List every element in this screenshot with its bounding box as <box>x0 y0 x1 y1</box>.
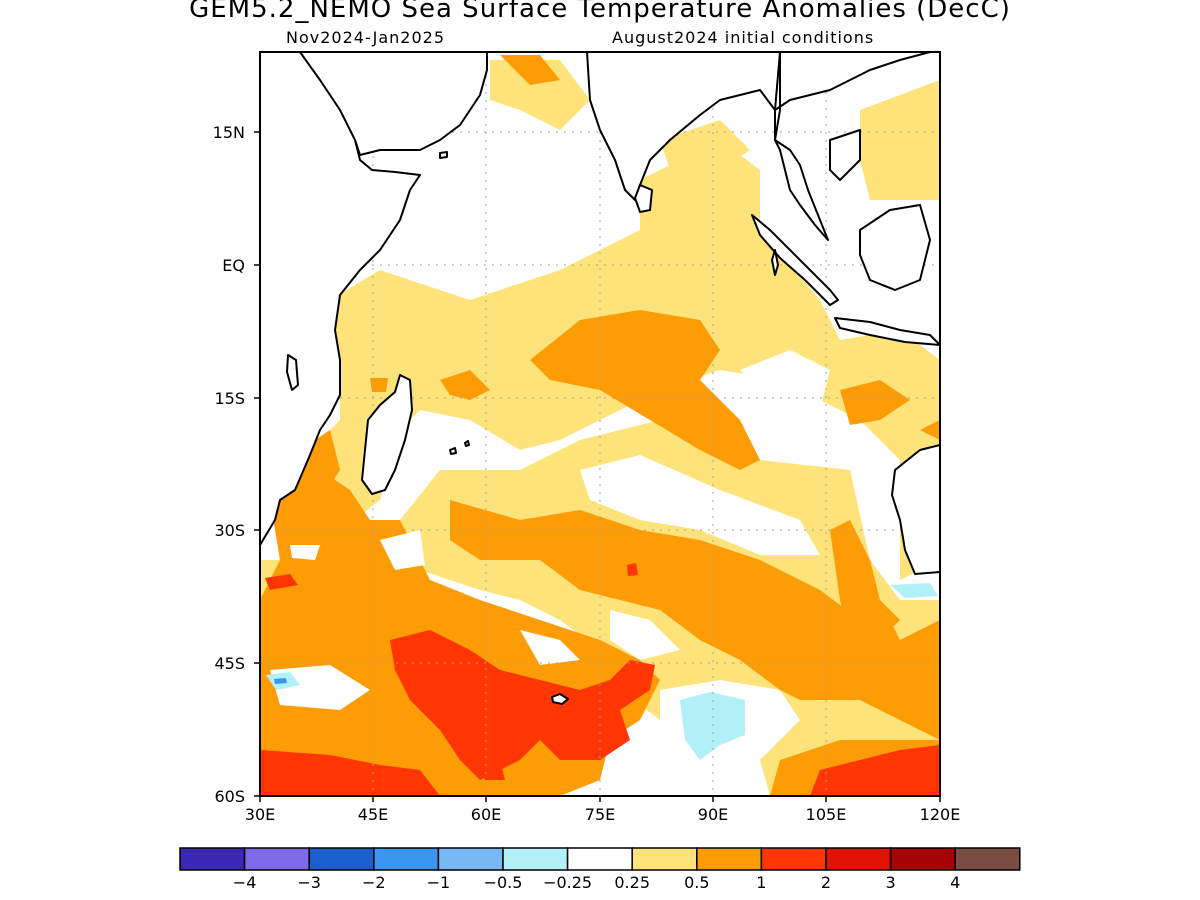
africa-arabia-land <box>260 52 488 546</box>
legend-label: 0.25 <box>614 873 650 892</box>
legend-swatch <box>696 847 763 871</box>
legend-label: 0.5 <box>684 873 709 892</box>
lon-label: 75E <box>585 805 615 824</box>
australia-land <box>891 444 940 575</box>
legend-label: −0.25 <box>543 873 592 892</box>
legend-swatch <box>373 847 440 871</box>
anomaly-area-near-zero <box>580 455 820 555</box>
lon-label: 90E <box>698 805 728 824</box>
lon-label: 120E <box>920 805 961 824</box>
sri-lanka-land <box>634 184 653 213</box>
legend-swatch <box>760 847 827 871</box>
lon-label: 105E <box>806 805 847 824</box>
java-land <box>834 317 940 346</box>
anomaly-area-light-yellow <box>490 60 590 130</box>
anomaly-area-blue <box>274 678 287 684</box>
anomaly-area-red <box>810 745 940 796</box>
legend-label: −1 <box>427 873 451 892</box>
legend-label: 2 <box>821 873 831 892</box>
southeast-asia-land <box>774 52 931 241</box>
anomaly-area-light-cyan <box>890 583 938 598</box>
lat-label: 30S <box>214 521 245 540</box>
initial-conditions: August2024 initial conditions <box>612 28 875 47</box>
borneo-land <box>859 204 931 291</box>
anomaly-area-near-zero <box>740 350 830 410</box>
legend-label: 4 <box>950 873 960 892</box>
longitude-labels: 30E 45E 60E 75E 90E 105E 120E <box>245 805 961 824</box>
legend-swatch <box>631 847 698 871</box>
forecast-period: Nov2024-Jan2025 <box>286 28 445 47</box>
legend-swatch <box>179 847 246 871</box>
mauritius-land <box>449 447 457 455</box>
legend-swatch <box>502 847 569 871</box>
legend-label: −2 <box>362 873 386 892</box>
coastlines <box>260 52 940 705</box>
socotra-land <box>439 151 448 159</box>
anomaly-area-orange <box>450 500 940 740</box>
anomaly-area-light-yellow <box>660 120 750 170</box>
anomaly-area-orange <box>840 380 910 425</box>
anomaly-area-red <box>390 630 655 780</box>
lat-label: 15S <box>214 389 245 408</box>
kerguelen-land <box>551 693 569 705</box>
legend-label: −3 <box>297 873 321 892</box>
lat-label: 15N <box>213 123 245 142</box>
anomaly-area-near-zero <box>290 545 320 560</box>
anomaly-area-red <box>260 750 440 796</box>
comoros-land <box>286 354 299 391</box>
legend-labels: −4 −3 −2 −1 −0.5 −0.25 0.25 0.5 1 2 3 4 <box>233 873 960 892</box>
lat-label: 60S <box>214 787 245 806</box>
anomaly-area-light-yellow <box>860 80 940 200</box>
india-land <box>586 52 781 201</box>
anomaly-area-near-zero <box>380 530 425 570</box>
sumatra-land <box>751 214 839 306</box>
legend-label: −4 <box>233 873 257 892</box>
legend-swatch <box>889 847 956 871</box>
lon-label: 60E <box>471 805 501 824</box>
lon-label: 45E <box>358 805 388 824</box>
lat-label: 45S <box>214 654 245 673</box>
anomaly-area-near-zero <box>270 665 370 710</box>
map-title: GEM5.2_NEMO Sea Surface Temperature Anom… <box>189 0 1011 24</box>
legend-label: 1 <box>756 873 766 892</box>
anomaly-area-orange <box>500 55 560 85</box>
lat-label: EQ <box>222 256 245 275</box>
anomaly-area-near-zero <box>520 630 580 665</box>
legend-swatch <box>243 847 310 871</box>
axis-ticks <box>254 131 941 802</box>
legend-label: 3 <box>886 873 896 892</box>
madagascar-land <box>361 374 413 495</box>
legend-swatch <box>566 847 633 871</box>
legend-swatch <box>954 847 1021 871</box>
legend-swatch <box>308 847 375 871</box>
anomaly-area-near-zero <box>610 610 680 660</box>
anomaly-area-red <box>627 563 638 576</box>
anomaly-area-red <box>265 574 298 590</box>
anomaly-area-orange <box>830 520 900 640</box>
andaman-land <box>771 249 779 276</box>
legend-label: −0.5 <box>484 873 523 892</box>
legend-swatch <box>437 847 504 871</box>
anomaly-area-orange <box>370 378 388 392</box>
lon-label: 30E <box>245 805 275 824</box>
legend-swatch <box>825 847 892 871</box>
latitude-labels: 15N EQ 15S 30S 45S 60S <box>213 123 245 806</box>
anomaly-field <box>260 52 940 796</box>
anomaly-area-orange <box>440 370 490 400</box>
anomaly-area-orange <box>530 310 760 470</box>
reunion-land <box>464 440 470 447</box>
color-legend <box>179 847 1021 871</box>
anomaly-area-orange <box>920 420 940 440</box>
